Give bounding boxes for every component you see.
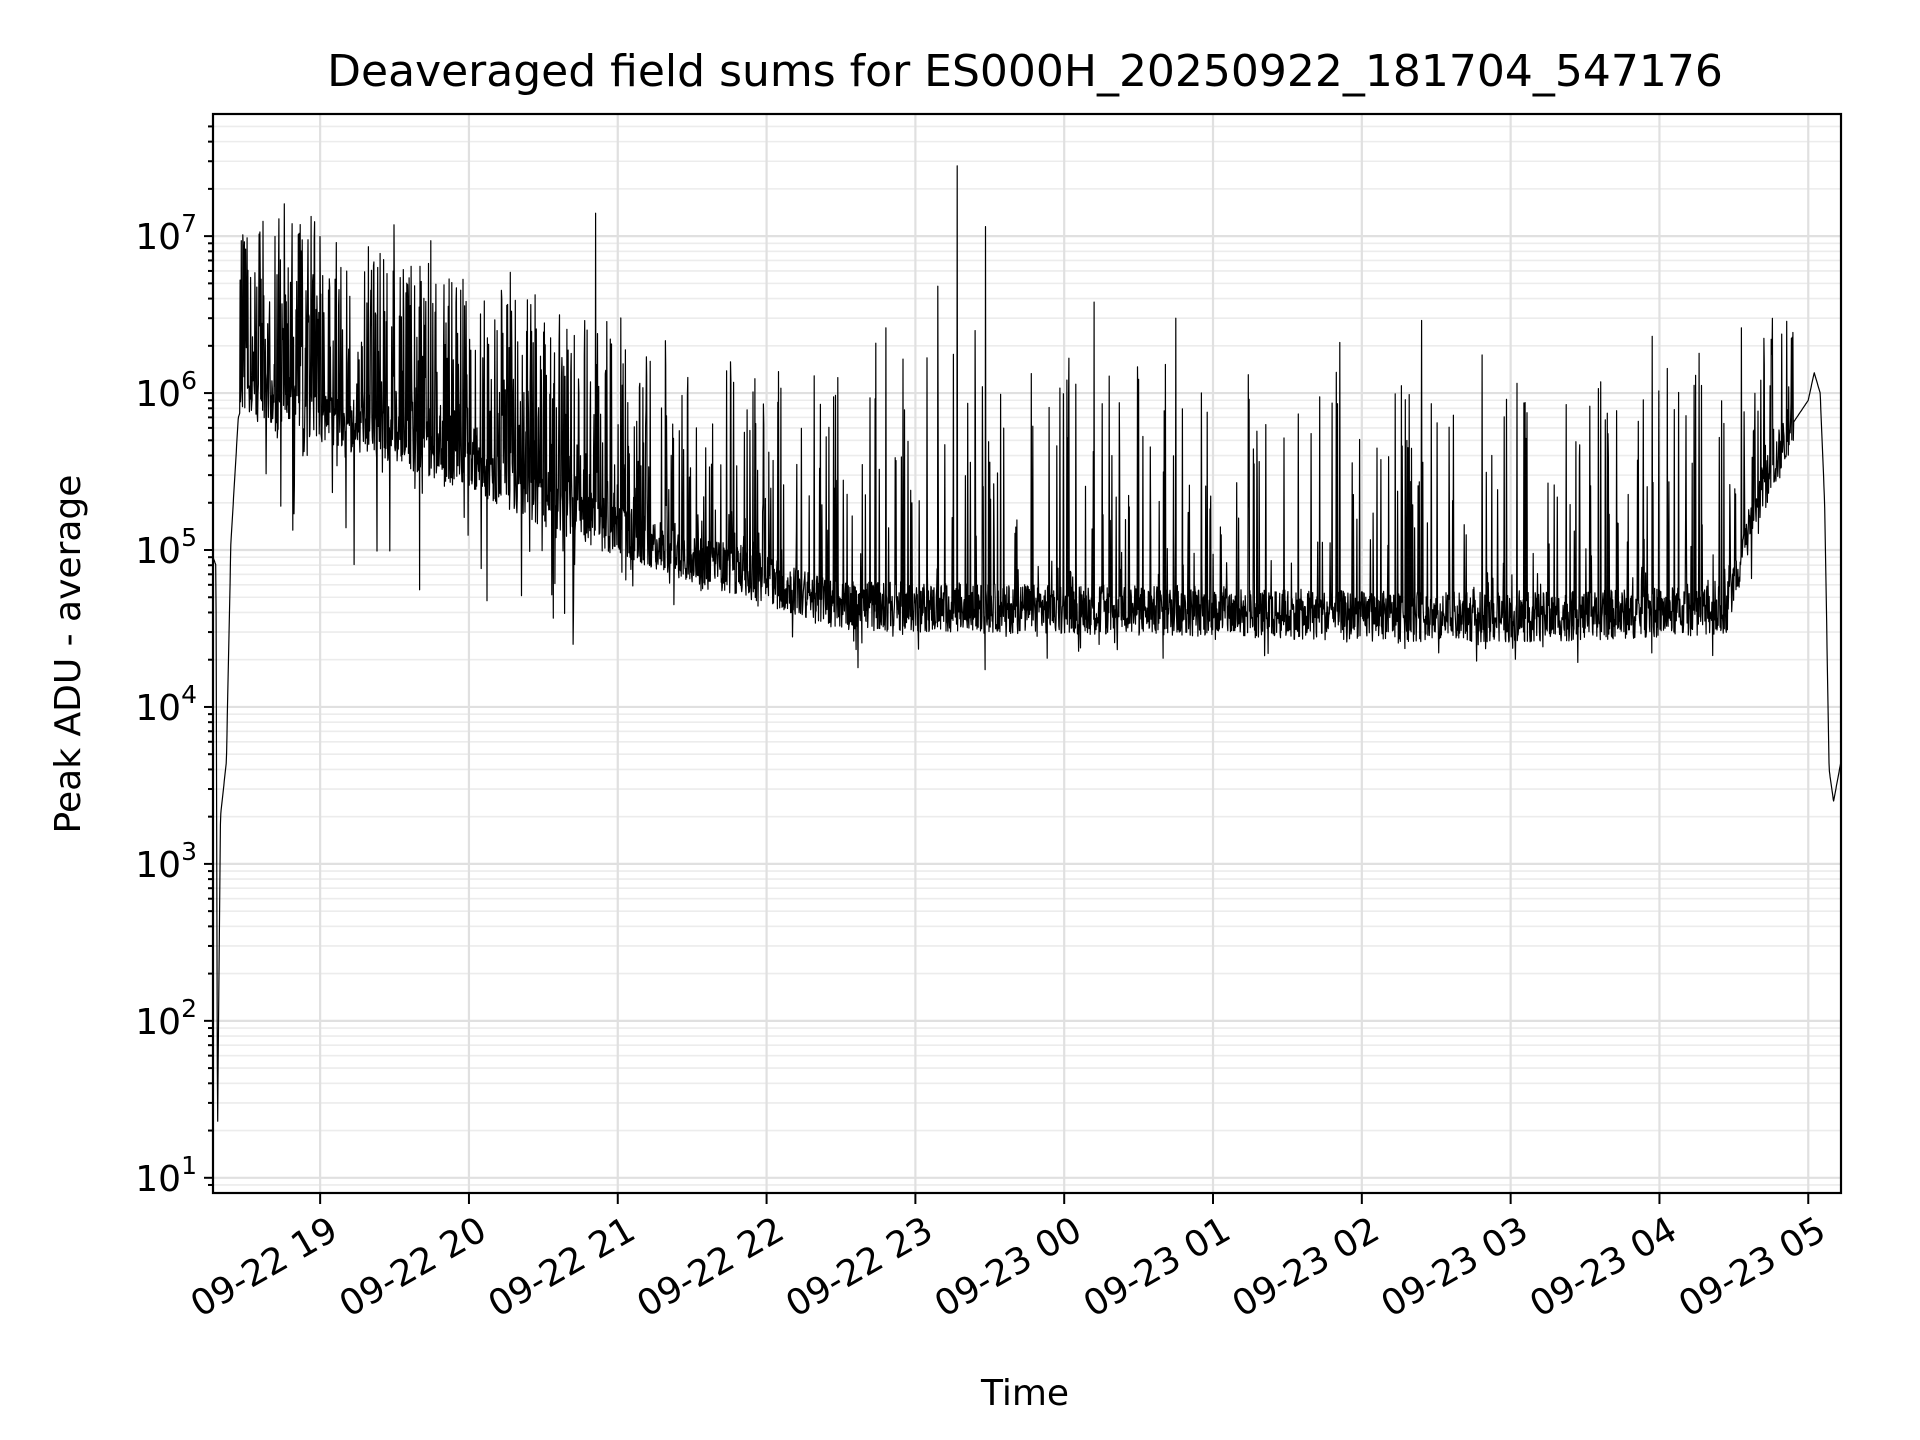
y-tick-base: 10 [135, 845, 181, 886]
y-tick-exponent: 3 [181, 837, 197, 866]
y-tick-base: 10 [135, 1159, 181, 1200]
minor-gridlines [213, 125, 1841, 1186]
series-line [212, 165, 1842, 1122]
y-tick-base: 10 [135, 1002, 181, 1043]
x-axis-label: Time [980, 1373, 1069, 1414]
y-tick-base: 10 [135, 217, 181, 258]
y-tick-exponent: 7 [181, 209, 197, 238]
y-tick-exponent: 4 [181, 680, 197, 709]
series-group [212, 165, 1842, 1122]
y-tick-exponent: 6 [181, 366, 197, 395]
y-tick-label: 105 [135, 523, 197, 572]
y-tick-base: 10 [135, 374, 181, 415]
y-tick-label: 104 [135, 680, 197, 729]
y-tick-base: 10 [135, 688, 181, 729]
y-tick-exponent: 1 [181, 1151, 197, 1180]
plot-frame [211, 112, 1843, 1195]
y-tick-label: 103 [135, 837, 197, 886]
y-axis-label: Peak ADU - average [48, 475, 89, 834]
y-tick-label: 107 [135, 209, 197, 258]
y-tick-exponent: 2 [181, 994, 197, 1023]
chart-title: Deaveraged field sums for ES000H_2025092… [327, 46, 1723, 97]
y-tick-exponent: 5 [181, 523, 197, 552]
y-tick-label: 101 [135, 1151, 197, 1200]
y-tick-base: 10 [135, 531, 181, 572]
y-tick-label: 106 [135, 366, 197, 415]
y-tick-label: 102 [135, 994, 197, 1043]
